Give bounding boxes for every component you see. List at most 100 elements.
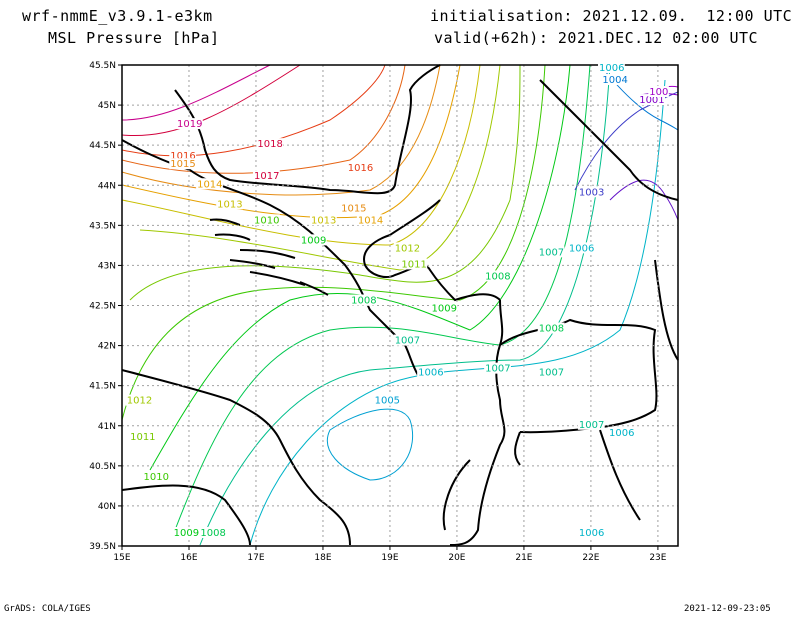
isobar-label-bg xyxy=(299,234,327,246)
isobar-label-bg xyxy=(484,362,511,374)
lon-tick-label: 20E xyxy=(448,553,465,563)
isobar-label-bg xyxy=(430,302,458,314)
coastlines-borders xyxy=(121,64,679,546)
isobar-label-bg xyxy=(169,158,197,170)
isobar-label-bg xyxy=(537,366,565,378)
lat-tick-label: 40N xyxy=(98,502,116,512)
isobar-label: 1016 xyxy=(348,163,373,174)
isobar-label: 1009 xyxy=(174,528,199,539)
isobar-label-bg xyxy=(356,214,384,226)
lat-tick-label: 41N xyxy=(98,422,116,432)
isobar-label: 1010 xyxy=(143,472,168,483)
model-name: wrf-nmmE_v3.9.1-e3km xyxy=(22,7,213,25)
isobar-label: 1005 xyxy=(375,396,400,407)
field-name: MSL Pressure [hPa] xyxy=(48,29,220,47)
isobar-label: 1010 xyxy=(254,215,279,226)
isobar-contours xyxy=(121,64,679,546)
isobar-label: 1017 xyxy=(254,171,279,182)
isobar-label: 1007 xyxy=(485,364,510,375)
valid-time: valid(+62h): 2021.DEC.12 02:00 UTC xyxy=(434,29,759,47)
isobar-label: 1006 xyxy=(609,428,634,439)
isobar-label: 100 xyxy=(649,87,668,98)
isobar-label-bg xyxy=(199,526,227,538)
isobar-label-bg xyxy=(169,150,197,162)
lon-tick-label: 23E xyxy=(649,553,666,563)
isobar-label: 1007 xyxy=(539,247,564,258)
lon-tick-label: 19E xyxy=(381,553,398,563)
isobar-label-bg xyxy=(253,214,280,226)
isobar-label: 1012 xyxy=(127,396,152,407)
isobar-label: 1018 xyxy=(257,139,282,150)
isobar-label: 1006 xyxy=(579,528,604,539)
isobar-label-bg xyxy=(256,138,284,150)
isobar-label: 1008 xyxy=(485,271,510,282)
lat-tick-label: 44.5N xyxy=(89,141,116,151)
footer-credit: GrADS: COLA/IGES xyxy=(4,604,91,614)
footer-timestamp: 2021-12-09-23:05 xyxy=(684,604,771,614)
lon-tick-label: 22E xyxy=(582,553,599,563)
isobar-label: 1007 xyxy=(395,336,420,347)
isobar-label: 1019 xyxy=(177,119,202,130)
isobar-label-bg xyxy=(393,334,421,346)
isobar-label-bg xyxy=(129,430,156,442)
isobar-label: 1011 xyxy=(401,259,426,270)
lon-tick-label: 17E xyxy=(247,553,264,563)
isobar-label-bg xyxy=(172,526,200,538)
lat-tick-label: 39.5N xyxy=(89,542,116,552)
isobar-label: 1011 xyxy=(130,432,155,443)
isobar-label-bg xyxy=(346,162,374,174)
isobar-label: 1009 xyxy=(301,235,326,246)
isobar-label: 1008 xyxy=(200,528,225,539)
lat-tick-label: 42N xyxy=(98,342,116,352)
isobar-label: 1012 xyxy=(395,243,420,254)
isobar-label-bg xyxy=(608,426,635,438)
isobar-label-bg xyxy=(577,526,605,538)
isobar-label-bg xyxy=(537,246,565,258)
isobar-label: 1006 xyxy=(569,243,594,254)
isobar-label: 1007 xyxy=(539,368,564,379)
axis-ticks xyxy=(118,64,659,550)
isobar-label-bg xyxy=(350,294,377,306)
isobar-label-bg xyxy=(598,62,625,74)
isobar-label-bg xyxy=(484,270,511,282)
isobar-label-bg xyxy=(373,394,401,406)
isobar-label: 1014 xyxy=(358,215,383,226)
isobar-label-bg xyxy=(638,94,666,106)
lat-tick-label: 44N xyxy=(98,181,116,191)
isobar-label: 1013 xyxy=(311,215,336,226)
isobar-label-bg xyxy=(340,202,367,214)
isobar-label-bg xyxy=(125,394,153,406)
init-time: initialisation: 2021.12.09. 12:00 UTC xyxy=(430,7,793,25)
isobar-label-bg xyxy=(309,214,337,226)
isobar-label-bg xyxy=(577,186,605,198)
isobar-label: 1014 xyxy=(197,179,222,190)
isobar-label-bg xyxy=(216,198,243,210)
isobar-label-bg xyxy=(601,74,629,86)
isobar-label: 1009 xyxy=(432,304,457,315)
isobar-label: 1003 xyxy=(579,187,604,198)
isobar-label: 1008 xyxy=(351,295,376,306)
isobar-label: 1008 xyxy=(539,324,564,335)
isobar-label: 1004 xyxy=(602,75,627,86)
isobar-label: 1006 xyxy=(599,63,624,74)
isobar-label-bg xyxy=(577,418,605,430)
isobar-label-bg xyxy=(567,242,595,254)
lat-tick-label: 45.5N xyxy=(89,61,116,71)
lon-tick-label: 16E xyxy=(180,553,197,563)
isobar-label-bg xyxy=(648,86,669,98)
lat-tick-label: 43N xyxy=(98,261,116,271)
lat-tick-label: 40.5N xyxy=(89,462,116,472)
lat-tick-label: 41.5N xyxy=(89,382,116,392)
isobar-label: 1016 xyxy=(170,151,195,162)
isobar-label: 1007 xyxy=(579,420,604,431)
isobar-label-bg xyxy=(196,178,223,190)
isobar-labels: 1019101810171016101610151015101410141013… xyxy=(125,62,669,539)
isobar-label-bg xyxy=(175,118,203,130)
isobar-label-bg xyxy=(393,242,421,254)
isobar-label-bg xyxy=(417,366,444,378)
isobar-label-bg xyxy=(253,170,280,182)
lat-tick-label: 45N xyxy=(98,101,116,111)
lon-tick-label: 18E xyxy=(314,553,331,563)
lat-tick-label: 42.5N xyxy=(89,302,116,312)
